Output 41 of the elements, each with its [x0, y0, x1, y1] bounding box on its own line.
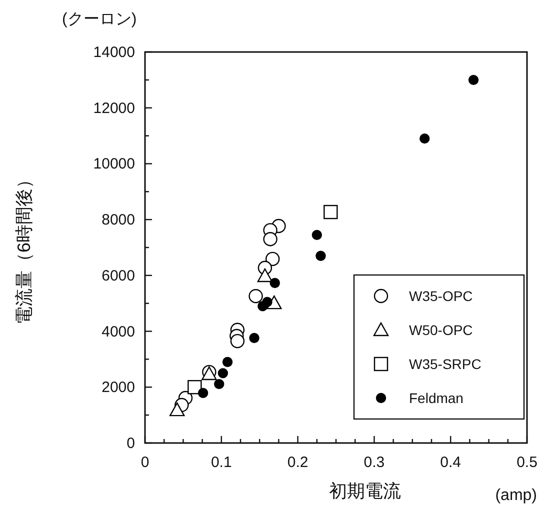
point [265, 252, 280, 266]
point [263, 232, 278, 246]
x-tick-label: 0.3 [364, 454, 385, 471]
y-axis-title: 電流量（6時間後） [14, 170, 34, 325]
point [188, 380, 202, 394]
point [420, 133, 430, 144]
point [316, 250, 326, 261]
point [248, 288, 263, 304]
text: (クーロン) [62, 11, 137, 28]
x-tick-label: 0.4 [440, 454, 462, 471]
point [312, 230, 322, 240]
point [218, 368, 228, 378]
legend-label: W50-OPC [409, 322, 473, 338]
point [214, 378, 224, 390]
legend-label: W35-SRPC [409, 356, 482, 372]
point [258, 301, 268, 312]
point [468, 74, 479, 86]
y-tick-label: 12000 [93, 100, 135, 117]
y-tick-label: 10000 [93, 156, 135, 173]
point [257, 268, 273, 282]
y-tick-label: 0 [126, 435, 135, 452]
point [222, 356, 233, 368]
x-tick-label: 0.2 [287, 454, 308, 471]
point [230, 334, 245, 348]
x-tick-label: 0 [140, 454, 150, 471]
point [169, 402, 185, 416]
point [270, 278, 280, 288]
y-tick-label: 2000 [102, 379, 135, 396]
y-tick-label: 14000 [93, 44, 135, 61]
x-axis-title: 初期電流 [329, 481, 401, 501]
text: (amp) [495, 487, 537, 504]
point [249, 332, 260, 344]
y-tick-label: 8000 [102, 212, 135, 229]
x-tick-label: 0.1 [210, 454, 232, 471]
y-tick-label: 6000 [102, 267, 135, 284]
point [324, 204, 338, 220]
y-tick-label: 4000 [102, 323, 135, 340]
legend-label: W35-OPC [409, 288, 473, 304]
x-tick-label: 0.5 [516, 454, 538, 471]
legend-label: Feldman [409, 390, 464, 406]
point [198, 388, 208, 398]
